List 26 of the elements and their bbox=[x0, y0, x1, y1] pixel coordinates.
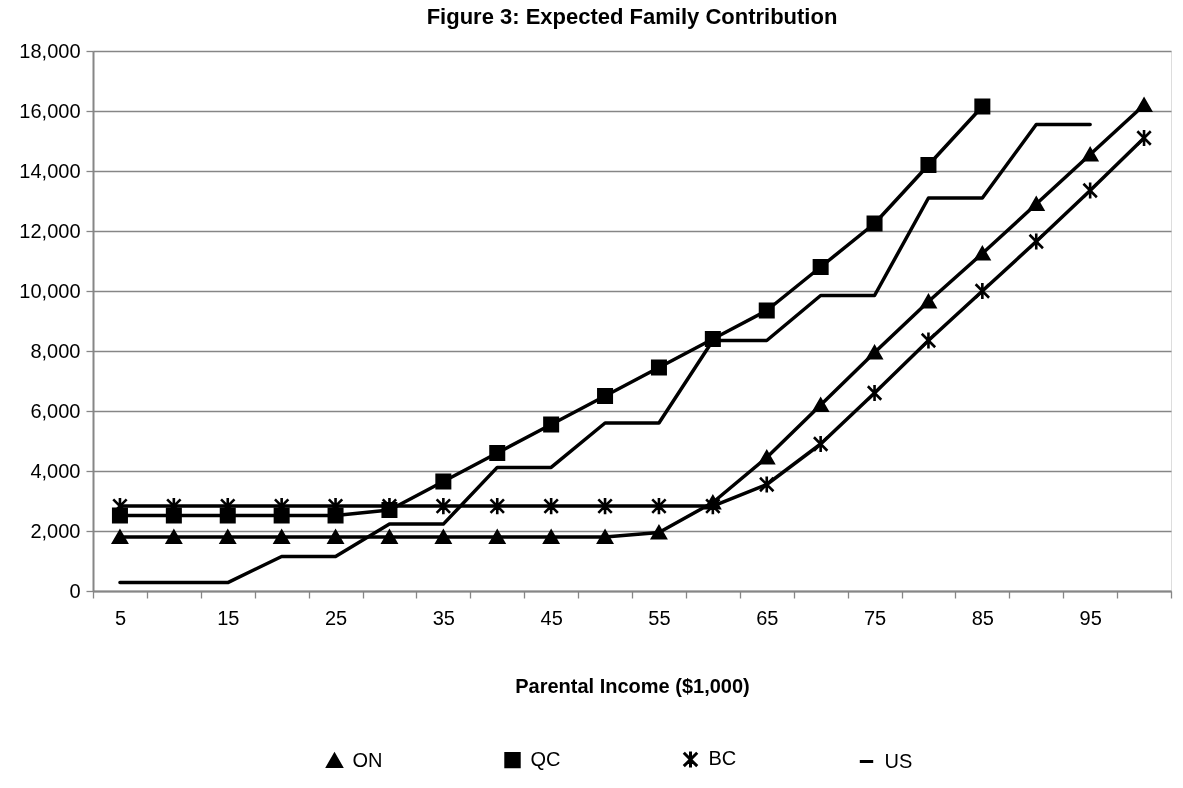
x-tick-label: 15 bbox=[217, 606, 240, 629]
y-tick-label: 0 bbox=[69, 579, 81, 602]
x-tick-label: 45 bbox=[540, 606, 563, 629]
y-tick-label: 10,000 bbox=[19, 279, 81, 302]
legend-label: ON bbox=[352, 748, 383, 771]
chart-title: Figure 3: Expected Family Contribution bbox=[426, 4, 838, 29]
x-tick-label: 25 bbox=[324, 606, 348, 629]
y-tick-label: 2,000 bbox=[30, 519, 81, 542]
x-tick-label: 85 bbox=[971, 606, 994, 629]
x-tick-label: 5 bbox=[114, 606, 127, 629]
x-tick-label: 55 bbox=[648, 606, 671, 629]
y-tick-label: 16,000 bbox=[19, 99, 81, 122]
x-tick-label: 75 bbox=[863, 606, 887, 629]
x-tick-label: 35 bbox=[432, 606, 455, 629]
x-axis-title: Parental Income ($1,000) bbox=[515, 674, 750, 697]
y-tick-label: 14,000 bbox=[19, 159, 81, 182]
x-tick-label: 65 bbox=[756, 606, 779, 629]
y-tick-label: 18,000 bbox=[19, 39, 81, 62]
y-tick-label: 12,000 bbox=[19, 219, 81, 242]
y-tick-label: 4,000 bbox=[30, 459, 81, 482]
legend-label: US bbox=[884, 749, 913, 772]
legend-label: QC bbox=[530, 748, 561, 771]
y-tick-label: 6,000 bbox=[30, 399, 81, 422]
y-tick-label: 8,000 bbox=[30, 339, 81, 362]
legend-label: BC bbox=[708, 747, 737, 770]
x-tick-label: 95 bbox=[1079, 606, 1102, 629]
